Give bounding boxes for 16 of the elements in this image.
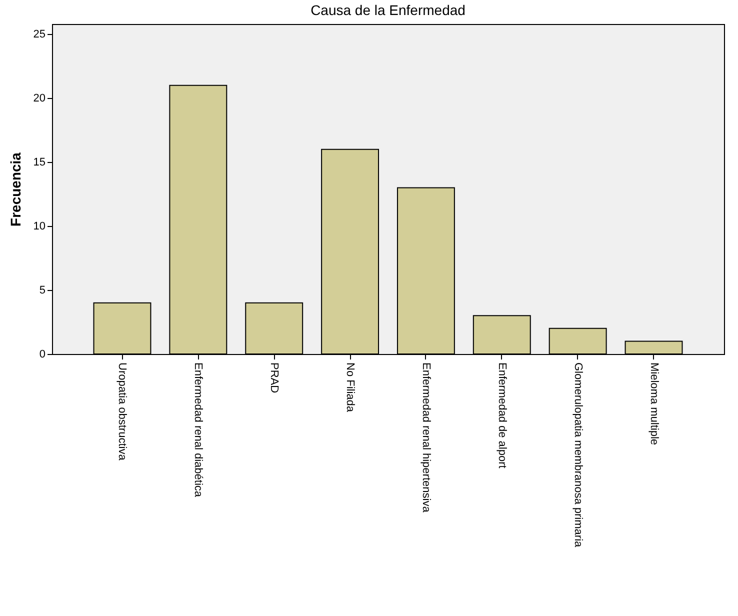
x-tick-label: Glomerulopatia membranosa primaria <box>572 362 584 548</box>
y-tick-label: 5 <box>39 284 46 297</box>
x-tick-label: Enfermedad renal diabética <box>192 362 204 498</box>
y-tick-label: 25 <box>33 28 46 41</box>
x-tick-label: Mieloma multiple <box>648 362 660 446</box>
y-tick-label: 10 <box>33 220 46 233</box>
y-tick-label: 0 <box>39 348 46 360</box>
y-axis-title: Frecuencia <box>7 152 24 226</box>
x-tick-label: No Filiada <box>344 362 356 413</box>
chart-title: Causa de la Enfermedad <box>310 2 466 18</box>
x-tick-label: PRAD <box>268 362 280 394</box>
y-tick-label: 15 <box>33 156 46 169</box>
x-tick-label: Enfermedad de alport <box>496 362 508 468</box>
x-tick-label: Enfermedad renal hipertensiva <box>420 362 432 514</box>
y-tick-label: 20 <box>33 92 46 105</box>
x-tick-label: Uropatia obstructiva <box>116 362 128 462</box>
